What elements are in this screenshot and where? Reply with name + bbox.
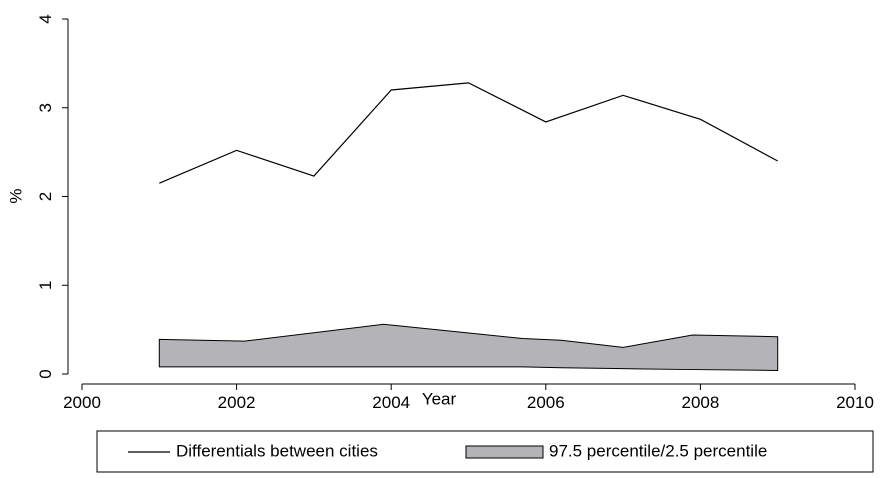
x-tick-label: 2004: [372, 393, 410, 412]
x-tick-label: 2000: [63, 393, 101, 412]
series-line: [159, 82, 778, 184]
y-axis-label: %: [6, 188, 25, 203]
x-tick-label: 2010: [836, 393, 874, 412]
y-tick-label: 0: [36, 369, 55, 378]
x-tick-label: 2008: [681, 393, 719, 412]
x-tick-label: 2002: [218, 393, 256, 412]
legend-swatch: [465, 445, 544, 459]
x-tick-label: 2006: [527, 393, 565, 412]
y-tick-label: 1: [36, 281, 55, 290]
x-axis-label: Year: [422, 389, 457, 408]
legend-label: Differentials between cities: [176, 441, 378, 460]
y-tick-label: 3: [36, 103, 55, 112]
legend-label: 97.5 percentile/2.5 percentile: [549, 441, 767, 460]
y-tick-label: 4: [36, 14, 55, 23]
y-tick-label: 2: [36, 192, 55, 201]
band-area: [158, 323, 779, 371]
